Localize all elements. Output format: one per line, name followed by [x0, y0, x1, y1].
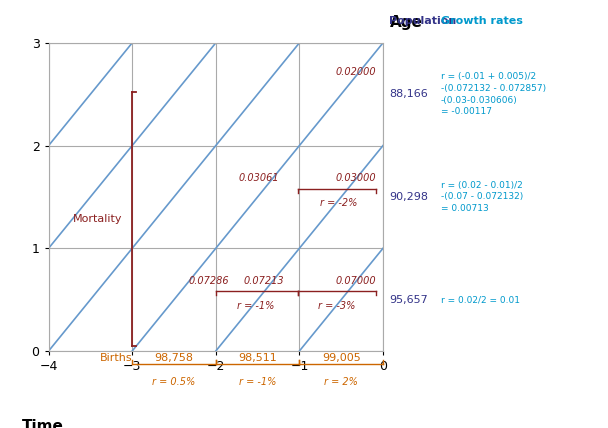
Text: Growth rates: Growth rates: [441, 16, 523, 26]
Text: Mortality: Mortality: [73, 214, 122, 224]
Text: 98,758: 98,758: [154, 353, 193, 363]
Text: 95,657: 95,657: [389, 294, 428, 305]
Text: r = -2%: r = -2%: [320, 198, 358, 208]
Text: r = (0.02 - 0.01)/2
-(0.07 - 0.072132)
= 0.00713: r = (0.02 - 0.01)/2 -(0.07 - 0.072132) =…: [441, 181, 523, 213]
Text: 0.02000: 0.02000: [336, 67, 376, 77]
Text: r = 2%: r = 2%: [324, 377, 358, 387]
Text: 90,298: 90,298: [389, 192, 428, 202]
Text: Population: Population: [389, 16, 457, 26]
Text: r = -1%: r = -1%: [237, 301, 275, 311]
Text: Age: Age: [390, 15, 423, 30]
Text: 0.03000: 0.03000: [336, 173, 376, 183]
Text: 0.07000: 0.07000: [336, 276, 376, 286]
Text: 0.07213: 0.07213: [244, 276, 285, 286]
Text: Time: Time: [22, 419, 64, 428]
Text: 98,511: 98,511: [238, 353, 277, 363]
Text: r = (-0.01 + 0.005)/2
-(0.072132 - 0.072857)
-(0.03-0.030606)
= -0.00117: r = (-0.01 + 0.005)/2 -(0.072132 - 0.072…: [441, 72, 546, 116]
Text: r = -1%: r = -1%: [239, 377, 276, 387]
Text: r = 0.5%: r = 0.5%: [153, 377, 196, 387]
Text: Births: Births: [100, 353, 133, 363]
Text: 0.07286: 0.07286: [189, 276, 229, 286]
Text: 0.03061: 0.03061: [239, 173, 280, 183]
Text: r = -3%: r = -3%: [319, 301, 356, 311]
Text: r = 0.02/2 = 0.01: r = 0.02/2 = 0.01: [441, 295, 520, 304]
Text: 99,005: 99,005: [322, 353, 361, 363]
Text: 88,166: 88,166: [389, 89, 428, 99]
